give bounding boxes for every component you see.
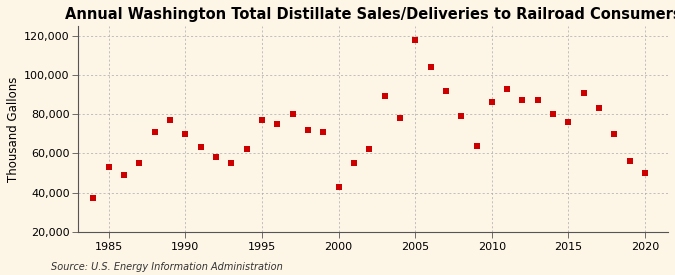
Point bbox=[517, 98, 528, 103]
Text: Source: U.S. Energy Information Administration: Source: U.S. Energy Information Administ… bbox=[51, 262, 282, 272]
Y-axis label: Thousand Gallons: Thousand Gallons bbox=[7, 76, 20, 182]
Point bbox=[119, 173, 130, 177]
Point bbox=[103, 165, 114, 169]
Point bbox=[624, 159, 635, 163]
Point bbox=[410, 37, 421, 42]
Point bbox=[134, 161, 144, 165]
Point bbox=[302, 128, 313, 132]
Point bbox=[272, 122, 283, 126]
Point bbox=[471, 143, 482, 148]
Point bbox=[195, 145, 206, 150]
Point bbox=[533, 98, 543, 103]
Point bbox=[578, 90, 589, 95]
Point bbox=[394, 116, 405, 120]
Point bbox=[333, 185, 344, 189]
Point bbox=[180, 131, 191, 136]
Point bbox=[547, 112, 558, 116]
Title: Annual Washington Total Distillate Sales/Deliveries to Railroad Consumers: Annual Washington Total Distillate Sales… bbox=[65, 7, 675, 22]
Point bbox=[318, 130, 329, 134]
Point bbox=[563, 120, 574, 124]
Point bbox=[226, 161, 237, 165]
Point bbox=[287, 112, 298, 116]
Point bbox=[379, 94, 390, 99]
Point bbox=[149, 130, 160, 134]
Point bbox=[256, 118, 267, 122]
Point bbox=[609, 131, 620, 136]
Point bbox=[241, 147, 252, 152]
Point bbox=[348, 161, 359, 165]
Point bbox=[640, 171, 651, 175]
Point bbox=[487, 100, 497, 104]
Point bbox=[456, 114, 466, 118]
Point bbox=[364, 147, 375, 152]
Point bbox=[502, 86, 512, 91]
Point bbox=[441, 89, 452, 93]
Point bbox=[425, 65, 436, 69]
Point bbox=[88, 196, 99, 201]
Point bbox=[594, 106, 605, 111]
Point bbox=[165, 118, 176, 122]
Point bbox=[211, 155, 221, 160]
